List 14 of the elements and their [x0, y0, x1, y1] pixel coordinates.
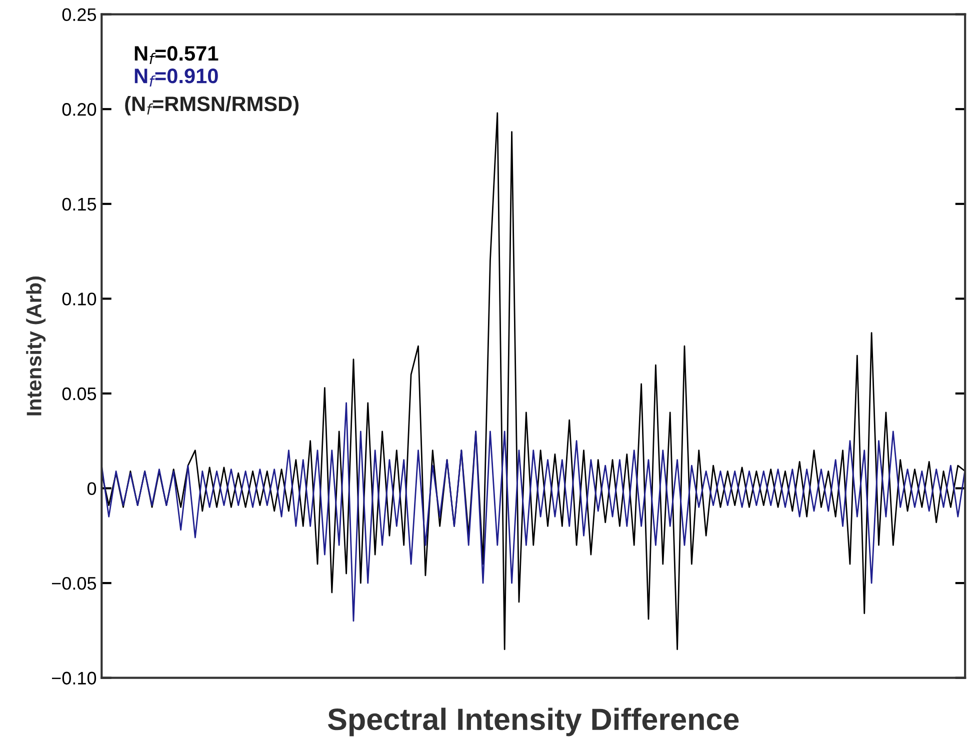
y-tick-label: −0.10	[52, 672, 96, 685]
y-axis-title: Intensity (Arb)	[26, 276, 46, 416]
text: N$_{f}$=0.571	[134, 46, 218, 64]
y-tick-label: 0.15	[62, 198, 96, 211]
y-tick-label: 0.05	[62, 387, 96, 400]
x-axis-title: Spectral Intensity Difference	[328, 708, 739, 736]
line-series	[102, 402, 966, 622]
y-tick-label: 0	[87, 482, 96, 495]
y-tick-label: 0.20	[62, 103, 96, 116]
y-tick-label: −0.05	[52, 576, 96, 590]
text: N$_{f}$=0.910	[134, 68, 218, 87]
annotation: (N$_{f}$=RMSN/RMSD)	[125, 96, 299, 116]
y-tick-label: 0.25	[62, 8, 96, 22]
y-tick-label: 0.10	[62, 292, 96, 306]
